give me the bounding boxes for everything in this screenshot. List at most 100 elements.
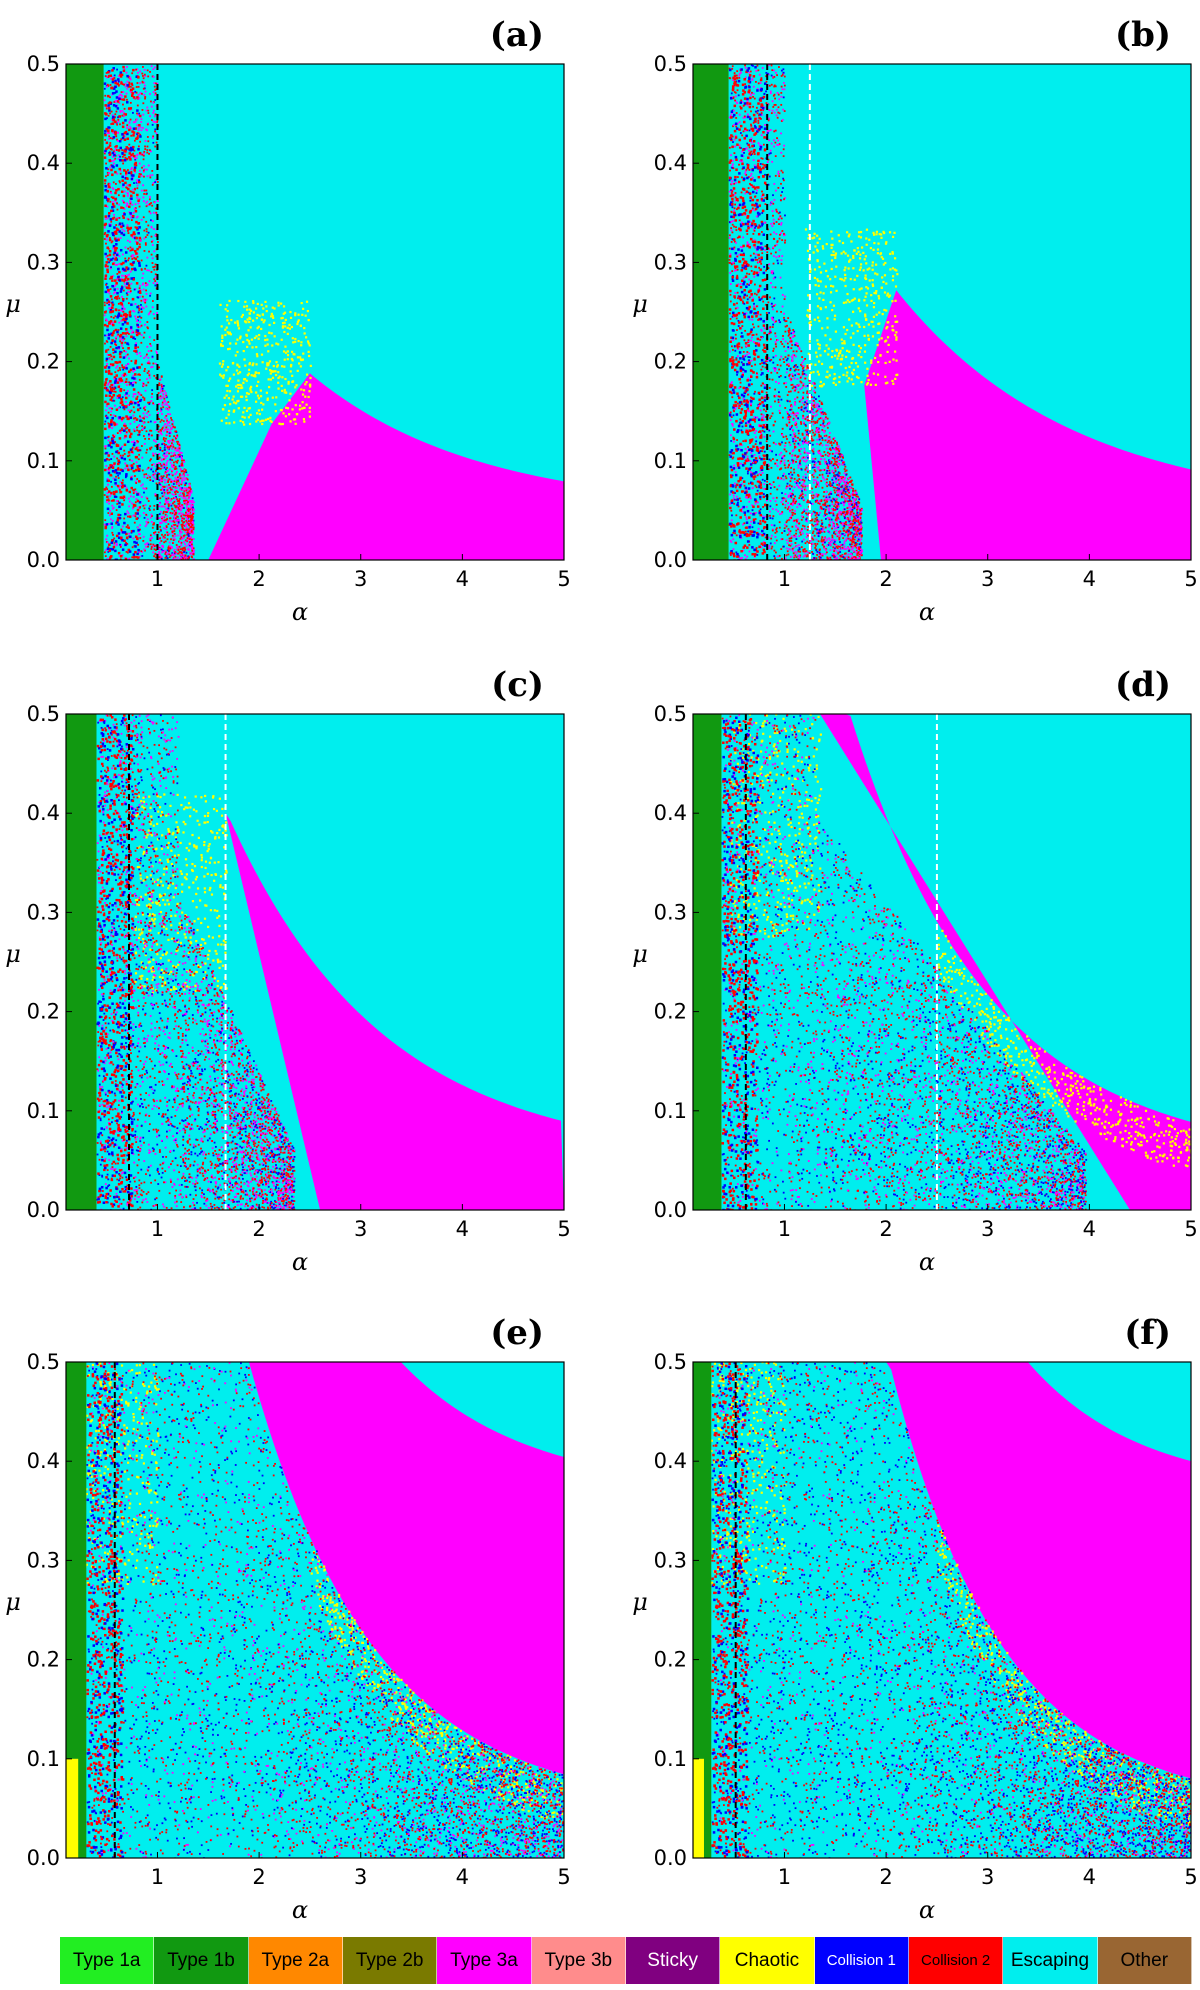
y-tick-label: 0.5 — [27, 702, 60, 726]
y-tick-label: 0.1 — [654, 1747, 687, 1771]
type-3a-region — [208, 373, 564, 560]
plot-frame — [65, 1361, 565, 1859]
y-tick-label: 0.0 — [27, 548, 60, 572]
y-tick-label: 0.5 — [654, 1350, 687, 1374]
y-tick-label: 0.5 — [654, 702, 687, 726]
legend-item-collision-2: Collision 2 — [908, 1937, 1004, 1984]
type-3a-region — [820, 714, 1191, 1210]
x-tick-label: 2 — [252, 1865, 265, 1889]
x-tick-label: 3 — [981, 1217, 994, 1241]
x-axis-label: α — [919, 1896, 935, 1924]
legend-item-chaotic: Chaotic — [720, 1937, 815, 1984]
y-tick-label: 0.5 — [27, 52, 60, 76]
x-tick-label: 1 — [151, 567, 164, 591]
x-tick-label: 5 — [557, 1865, 570, 1889]
y-tick-label: 0.3 — [654, 1548, 687, 1572]
y-tick-label: 0.3 — [654, 250, 687, 274]
y-axis-label: μ — [632, 290, 648, 318]
y-tick-label: 0.4 — [654, 151, 687, 175]
legend-item-type-2a: Type 2a — [248, 1937, 343, 1984]
legend-item-type-3a: Type 3a — [437, 1937, 532, 1984]
type-3a-region — [864, 290, 1191, 560]
type-3a-region — [225, 813, 564, 1210]
x-axis-label: α — [292, 1248, 308, 1276]
x-tick-label: 3 — [981, 1865, 994, 1889]
y-tick-label: 0.1 — [27, 1747, 60, 1771]
legend-item-collision-1: Collision 1 — [814, 1937, 909, 1984]
x-axis-label: α — [919, 1248, 935, 1276]
panel-label: (f) — [1124, 1313, 1171, 1353]
panel-e: 1 2 3 4 5 0.0 0.1 0.2 0.3 0.4 0.5 α μ (e) — [5, 1313, 570, 1924]
type-1b-region — [66, 714, 97, 1210]
y-tick-label: 0.4 — [654, 1449, 687, 1473]
panel-f: 1 2 3 4 5 0.0 0.1 0.2 0.3 0.4 0.5 α μ (f) — [632, 1313, 1197, 1924]
x-tick-label: 4 — [456, 1217, 469, 1241]
y-axis-label: μ — [5, 290, 21, 318]
type-3a-region — [784, 1362, 1191, 1779]
y-tick-label: 0.2 — [27, 1648, 60, 1672]
y-tick-label: 0.1 — [27, 449, 60, 473]
panel-label: (d) — [1115, 665, 1171, 705]
plot-area — [693, 1362, 1191, 1858]
y-axis-label: μ — [632, 940, 648, 968]
panel-label: (b) — [1115, 15, 1171, 55]
plot-frame — [65, 713, 565, 1211]
x-axis-label: α — [292, 1896, 308, 1924]
x-tick-label: 2 — [252, 1217, 265, 1241]
panel-label: (e) — [490, 1313, 544, 1353]
legend-item-type-3b: Type 3b — [531, 1937, 626, 1984]
panel-c: 1 2 3 4 5 0.0 0.1 0.2 0.3 0.4 0.5 α μ (c) — [5, 665, 570, 1276]
y-tick-label: 0.1 — [27, 1099, 60, 1123]
type-3a-region — [157, 1362, 564, 1775]
x-tick-label: 2 — [879, 567, 892, 591]
plot-frame — [692, 713, 1192, 1211]
panel-d: 1 2 3 4 5 0.0 0.1 0.2 0.3 0.4 0.5 α μ (d) — [632, 665, 1197, 1276]
y-tick-label: 0.4 — [654, 801, 687, 825]
x-tick-label: 4 — [1083, 567, 1096, 591]
x-axis-label: α — [292, 598, 308, 626]
y-axis-label: μ — [5, 940, 21, 968]
legend-item-escaping: Escaping — [1003, 1937, 1098, 1984]
x-tick-label: 5 — [1184, 1217, 1197, 1241]
type-1b-region — [693, 714, 722, 1210]
y-axis-label: μ — [5, 1588, 21, 1616]
type-1b-region — [66, 64, 104, 560]
panel-b: 1 2 3 4 5 0.0 0.1 0.2 0.3 0.4 0.5 α μ (b) — [632, 15, 1197, 626]
y-tick-label: 0.4 — [27, 1449, 60, 1473]
x-axis-label: α — [919, 598, 935, 626]
type-1b-region — [66, 1362, 87, 1858]
basin-figure: 1 2 3 4 5 0.0 0.1 0.2 0.3 0.4 0.5 α μ (a) 1 2 3 4 5 0.0 0.1 0… — [5, 15, 1197, 1924]
y-tick-label: 0.5 — [27, 1350, 60, 1374]
escaping-upper — [157, 1362, 564, 1457]
y-tick-label: 0.3 — [654, 900, 687, 924]
panel-label: (a) — [490, 15, 544, 55]
plot-frame — [692, 1361, 1192, 1859]
x-tick-label: 1 — [778, 567, 791, 591]
y-tick-label: 0.0 — [654, 1846, 687, 1870]
x-tick-label: 3 — [354, 1217, 367, 1241]
y-tick-label: 0.2 — [27, 350, 60, 374]
y-tick-label: 0.0 — [27, 1846, 60, 1870]
plot-area — [693, 64, 1191, 560]
y-tick-label: 0.4 — [27, 801, 60, 825]
y-tick-label: 0.0 — [27, 1198, 60, 1222]
plot-area — [693, 714, 1191, 1210]
x-tick-label: 1 — [151, 1217, 164, 1241]
x-tick-label: 4 — [456, 1865, 469, 1889]
type-1b-region — [693, 1362, 712, 1858]
y-tick-label: 0.3 — [27, 250, 60, 274]
legend-item-sticky: Sticky — [625, 1937, 721, 1984]
y-tick-label: 0.5 — [654, 52, 687, 76]
plot-frame — [65, 63, 565, 561]
panel-label: (c) — [491, 665, 544, 705]
panel-a: 1 2 3 4 5 0.0 0.1 0.2 0.3 0.4 0.5 α μ (a) — [5, 15, 570, 626]
plot-area — [66, 714, 564, 1210]
legend-item-type-1a: Type 1a — [60, 1937, 155, 1984]
plot-frame — [692, 63, 1192, 561]
x-tick-label: 4 — [1083, 1217, 1096, 1241]
y-tick-label: 0.0 — [654, 548, 687, 572]
y-tick-label: 0.2 — [27, 1000, 60, 1024]
x-tick-label: 3 — [354, 567, 367, 591]
y-tick-label: 0.1 — [654, 449, 687, 473]
x-tick-label: 3 — [354, 1865, 367, 1889]
